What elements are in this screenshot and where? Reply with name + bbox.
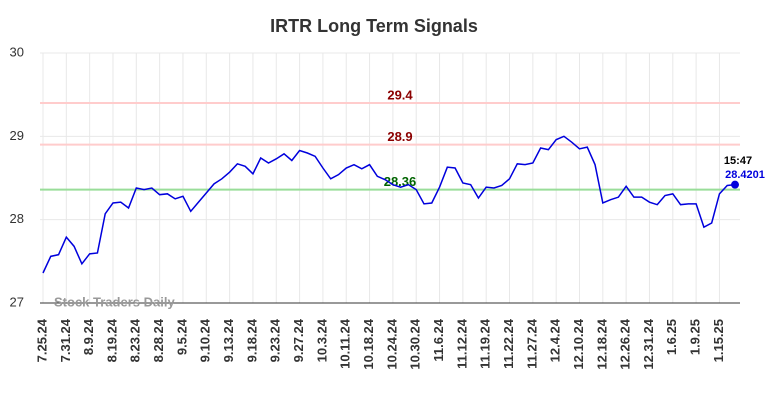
- x-tick-label: 12.4.24: [548, 318, 563, 362]
- x-tick-label: 11.12.24: [454, 318, 469, 369]
- x-tick-label: 10.24.24: [384, 318, 399, 369]
- x-tick-label: 11.22.24: [501, 318, 516, 369]
- reference-label: 28.9: [387, 129, 412, 144]
- last-value: 28.4201: [725, 169, 765, 181]
- x-tick-label: 8.19.24: [104, 318, 119, 362]
- x-tick-label: 8.28.24: [151, 318, 166, 362]
- x-tick-label: 1.9.25: [688, 319, 703, 355]
- y-tick-label: 29: [10, 128, 24, 143]
- last-point: [731, 180, 739, 189]
- y-tick-label: 27: [10, 294, 24, 309]
- x-tick-label: 7.25.24: [34, 318, 49, 362]
- x-tick-label: 10.11.24: [338, 318, 353, 369]
- x-tick-label: 12.18.24: [594, 318, 609, 369]
- x-tick-label: 1.6.25: [664, 319, 679, 355]
- x-tick-label: 1.15.25: [711, 319, 726, 362]
- last-time: 15:47: [724, 155, 752, 167]
- x-tick-label: 9.18.24: [244, 318, 259, 362]
- x-tick-label: 12.10.24: [571, 318, 586, 369]
- x-tick-label: 9.13.24: [221, 318, 236, 362]
- chart-title: IRTR Long Term Signals: [270, 16, 478, 36]
- x-tick-label: 11.19.24: [478, 318, 493, 369]
- x-tick-label: 9.5.24: [174, 318, 189, 355]
- x-tick-label: 11.27.24: [524, 318, 539, 369]
- x-tick-label: 10.3.24: [314, 318, 329, 362]
- x-tick-label: 11.6.24: [431, 318, 446, 361]
- x-tick-label: 10.18.24: [361, 318, 376, 369]
- y-tick-label: 30: [10, 44, 24, 59]
- reference-label: 29.4: [387, 87, 413, 102]
- x-tick-label: 12.31.24: [641, 318, 656, 369]
- x-tick-label: 10.30.24: [408, 318, 423, 369]
- x-tick-label: 12.26.24: [618, 318, 633, 369]
- x-tick-label: 9.27.24: [291, 318, 306, 362]
- price-line: [42, 135, 736, 274]
- x-tick-label: 8.9.24: [81, 318, 96, 355]
- x-tick-label: 9.10.24: [198, 318, 213, 362]
- x-tick-label: 8.23.24: [128, 318, 143, 362]
- x-tick-label: 7.31.24: [58, 318, 73, 362]
- x-tick-label: 9.23.24: [268, 318, 283, 362]
- y-tick-label: 28: [10, 211, 24, 226]
- watermark: Stock Traders Daily: [54, 294, 175, 309]
